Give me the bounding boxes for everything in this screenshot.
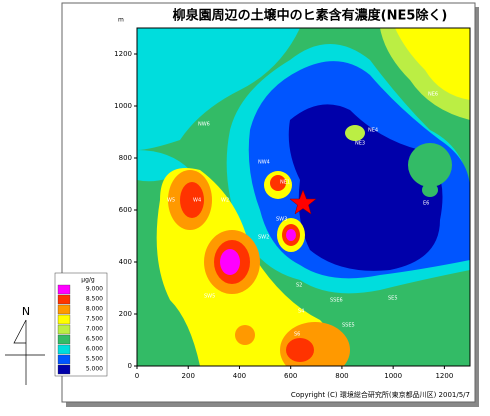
x-tick-label: 400 <box>233 372 246 380</box>
x-tick-label: 1000 <box>384 372 402 380</box>
legend-label: 6.000 <box>86 346 103 353</box>
legend-label: 7.000 <box>86 326 103 333</box>
station: S4 <box>298 309 304 315</box>
y-tick-label: 0 <box>128 362 132 370</box>
station: W4 <box>193 198 201 204</box>
legend-label: 7.500 <box>86 316 103 323</box>
legend-label: 6.500 <box>86 336 103 343</box>
compass: N <box>5 305 45 385</box>
y-tick-label: 600 <box>119 206 132 214</box>
legend-label: 5.000 <box>86 366 103 373</box>
legend-unit: μg/g <box>81 277 95 284</box>
station: W2 <box>221 198 229 204</box>
legend-label: 8.500 <box>86 296 103 303</box>
legend-label: 8.000 <box>86 306 103 313</box>
legend-swatch <box>57 294 71 305</box>
y-tick-label: 800 <box>119 154 132 162</box>
station: E6 <box>423 201 429 207</box>
legend-swatch <box>57 354 71 365</box>
compass-arrow <box>13 319 27 344</box>
y-tick-label: 1200 <box>114 50 132 58</box>
x-tick-label: 200 <box>182 372 195 380</box>
station: NW4 <box>258 160 270 166</box>
station: SSE5 <box>342 323 355 329</box>
title: 柳泉園周辺の土壌中のヒ素含有濃度(NE5除く) <box>173 8 448 24</box>
station: NE6 <box>428 92 438 98</box>
station: SW2 <box>258 235 269 241</box>
copyright: Copyright (C) 環境総合研究所(東京都品川区) 2001/5/7 <box>291 390 470 399</box>
legend-swatch <box>57 304 71 315</box>
legend-label: 9.000 <box>86 286 103 293</box>
legend-swatch <box>57 334 71 345</box>
station: NW6 <box>198 122 210 128</box>
station: NE4 <box>368 128 378 134</box>
legend-swatch <box>57 344 71 355</box>
station: SW3 <box>276 217 287 223</box>
y-tick-label: 400 <box>119 258 132 266</box>
axis-unit: m <box>118 17 124 24</box>
station: NE3 <box>355 141 365 147</box>
y-tick-label: 1000 <box>114 102 132 110</box>
station: SE5 <box>388 296 398 302</box>
station: W5 <box>167 198 175 204</box>
station: NE1 <box>280 180 290 186</box>
x-tick-label: 800 <box>335 372 348 380</box>
contour-map <box>137 28 470 366</box>
station: S2 <box>296 283 302 289</box>
legend-swatch <box>57 324 71 335</box>
compass-label: N <box>22 305 30 318</box>
legend-swatch <box>57 364 71 375</box>
legend-label: 5.500 <box>86 356 103 363</box>
station: S6 <box>294 332 300 338</box>
station: SSE6 <box>330 298 343 304</box>
x-tick-label: 600 <box>284 372 297 380</box>
x-tick-label: 1200 <box>435 372 453 380</box>
station: SW5 <box>204 294 215 300</box>
facility-star <box>289 189 317 215</box>
x-tick-label: 0 <box>135 372 139 380</box>
y-tick-label: 200 <box>119 310 132 318</box>
legend-swatch <box>57 314 71 325</box>
plot-border <box>136 27 471 367</box>
station-labels: NE6 NE4 NE3 NW6 NW4 NE1 W5 W4 W2 SW3 SW2… <box>167 92 438 338</box>
legend: μg/g 9.000 8.500 8.000 7.500 7.000 6.500 6.000… <box>54 272 108 377</box>
legend-swatch <box>57 284 71 295</box>
